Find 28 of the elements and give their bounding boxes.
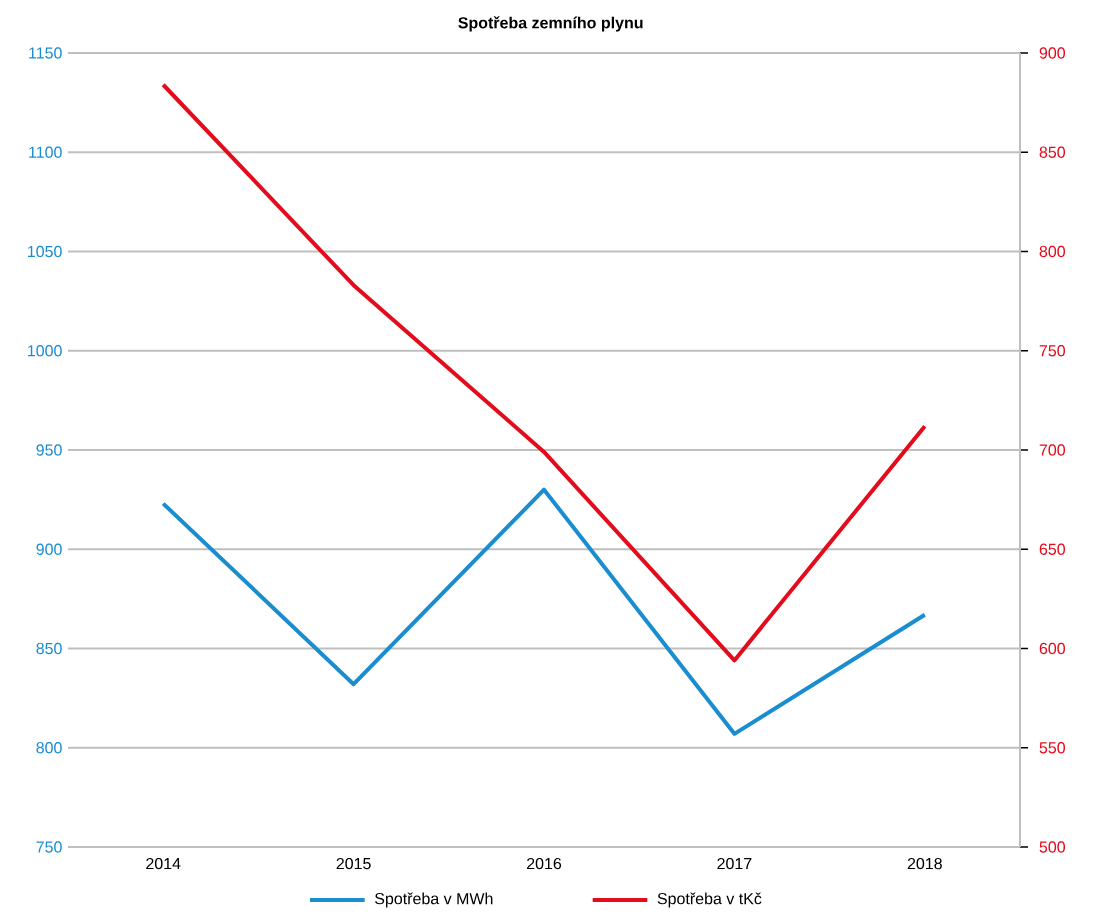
x-tick-label: 2014	[146, 857, 181, 870]
y-tick-label: 1000	[28, 345, 62, 357]
line-series	[161, 82, 927, 663]
y-tick-label: 800	[36, 742, 62, 754]
x-tick-label: 2018	[907, 857, 942, 870]
y2-tick-label: 550	[1039, 742, 1066, 754]
x-tick-label: 2016	[527, 857, 562, 870]
y-tick-label: 950	[36, 444, 62, 456]
legend-label: Spotřeba v MWh	[375, 892, 493, 908]
y-tick-label: 850	[36, 642, 62, 655]
line-series	[161, 487, 927, 736]
y-tick-label: 1150	[29, 47, 62, 59]
x-tick-label: 2017	[717, 857, 752, 870]
y-tick-label: 1050	[28, 245, 62, 258]
y-tick-label: 1100	[29, 146, 62, 158]
y2-tick-label: 850	[1039, 146, 1066, 158]
x-tick-label: 2015	[336, 857, 371, 870]
y2-tick-label: 500	[1039, 841, 1066, 853]
y2-tick-label: 800	[1039, 245, 1066, 258]
y2-tick-label: 700	[1039, 444, 1066, 456]
y-tick-label: 900	[36, 543, 62, 555]
y2-tick-label: 900	[1039, 47, 1066, 59]
y2-tick-label: 750	[1039, 345, 1066, 357]
chart-title: Spotřeba zemního plynu	[458, 16, 643, 32]
y2-tick-label: 600	[1039, 642, 1066, 655]
y2-tick-label: 650	[1039, 543, 1066, 555]
y-tick-label: 750	[36, 841, 62, 853]
legend-label: Spotřeba v tKč	[657, 892, 762, 908]
